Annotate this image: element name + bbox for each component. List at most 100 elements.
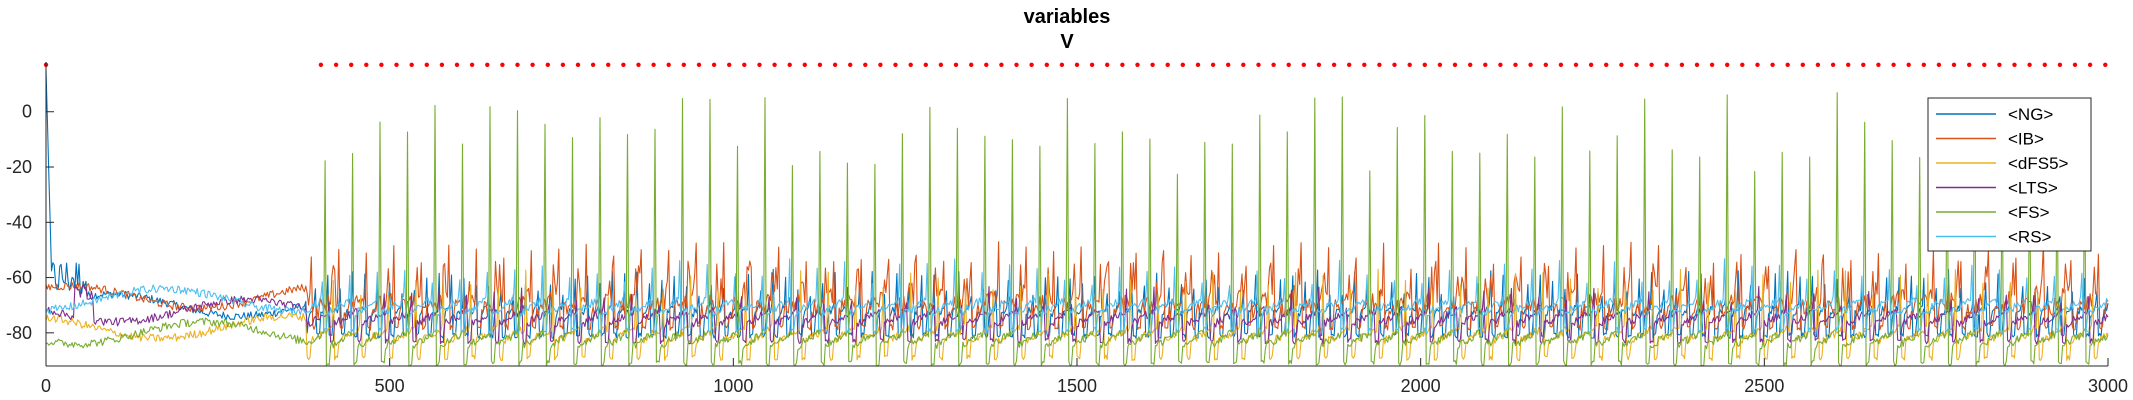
reference-marker (485, 62, 490, 67)
reference-marker (318, 62, 324, 67)
reference-marker (1165, 62, 1170, 67)
reference-marker (1543, 62, 1549, 67)
reference-marker (1770, 62, 1775, 67)
reference-marker (772, 62, 777, 67)
reference-marker (1846, 62, 1851, 67)
axes: 0 500 1000 1500 2000 2500 3000 0 -20 -40 -60 -80 (6, 62, 2128, 396)
reference-marker (1437, 62, 1443, 67)
reference-marker (1180, 62, 1186, 67)
reference-marker (394, 62, 399, 67)
y-tick-label: 0 (22, 102, 32, 122)
reference-marker (984, 62, 989, 67)
reference-marker (1286, 62, 1291, 67)
reference-marker (1709, 62, 1715, 67)
reference-marker (863, 62, 868, 67)
reference-marker (439, 62, 445, 67)
reference-marker (1800, 62, 1806, 67)
reference-marker (364, 62, 369, 67)
reference-marker (2103, 62, 2108, 67)
reference-marker (1468, 62, 1473, 67)
reference-marker (1967, 62, 1972, 67)
series-line-fs (45, 92, 2109, 367)
reference-marker (1876, 62, 1881, 67)
reference-marker (1422, 62, 1428, 67)
reference-marker (878, 62, 883, 67)
reference-marker (1316, 62, 1322, 67)
series-line-dfs5 (45, 268, 2109, 362)
reference-marker (2072, 62, 2078, 67)
series-line-lts (45, 284, 2109, 345)
reference-marker (545, 62, 550, 67)
reference-marker (1029, 62, 1034, 67)
reference-marker (1906, 62, 1911, 67)
plot-area (46, 62, 2108, 366)
reference-marker (1498, 62, 1503, 67)
reference-marker (1362, 62, 1367, 67)
reference-marker (530, 62, 535, 67)
reference-marker (1135, 62, 1140, 67)
reference-marker (1755, 62, 1760, 67)
x-tick-label: 500 (375, 376, 405, 396)
reference-marker (1588, 62, 1594, 67)
reference-marker (1951, 62, 1957, 67)
reference-marker (1150, 62, 1155, 67)
reference-marker (1785, 62, 1790, 67)
reference-marker (1120, 62, 1125, 67)
reference-marker (1725, 62, 1730, 67)
reference-marker (2087, 62, 2093, 67)
reference-marker (832, 62, 838, 67)
y-tick-label: -80 (6, 323, 32, 343)
reference-marker (1195, 62, 1201, 67)
reference-marker (817, 62, 823, 67)
reference-marker (651, 62, 656, 67)
reference-marker (893, 62, 898, 67)
reference-marker (636, 62, 641, 67)
reference-marker (727, 62, 732, 67)
legend-box (1927, 97, 2092, 252)
y-tick-label: -40 (6, 212, 32, 232)
reference-marker (969, 62, 974, 67)
reference-marker (923, 62, 928, 67)
reference-marker (1528, 62, 1533, 67)
reference-marker (1089, 62, 1095, 67)
reference-marker (500, 62, 505, 67)
reference-marker (1074, 62, 1080, 67)
reference-marker (848, 62, 853, 67)
chart-subtitle: V (1060, 31, 1074, 53)
reference-marker (349, 62, 354, 67)
reference-marker (606, 62, 611, 67)
reference-marker (1226, 62, 1231, 67)
reference-marker (1377, 62, 1382, 67)
reference-marker (1861, 62, 1866, 67)
reference-marker (938, 62, 944, 67)
legend-label: <IB> (2008, 130, 2044, 149)
reference-marker (1059, 62, 1065, 67)
reference-marker (515, 62, 520, 67)
reference-marker (454, 62, 460, 67)
reference-marker (1210, 62, 1216, 67)
reference-marker (1452, 62, 1458, 67)
reference-marker (333, 62, 339, 67)
reference-marker (1830, 62, 1836, 67)
reference-marker (424, 62, 429, 67)
reference-marker (409, 62, 414, 67)
reference-marker (711, 62, 717, 67)
y-tick-label: -20 (6, 157, 32, 177)
reference-marker (757, 62, 762, 67)
reference-marker (742, 62, 747, 67)
reference-marker (1392, 62, 1397, 67)
reference-marker (575, 62, 581, 67)
reference-marker (666, 62, 671, 67)
reference-marker (1256, 62, 1261, 67)
series-line-ib (45, 241, 2109, 331)
reference-marker (1649, 62, 1654, 67)
reference-marker (1483, 62, 1488, 67)
reference-marker (379, 62, 384, 67)
reference-marker (1271, 62, 1276, 67)
legend-label: <dFS5> (2008, 154, 2069, 173)
reference-marker (1573, 62, 1579, 67)
reference-marker (696, 62, 702, 67)
reference-marker (590, 62, 596, 67)
x-tick-label: 1500 (1057, 376, 1097, 396)
